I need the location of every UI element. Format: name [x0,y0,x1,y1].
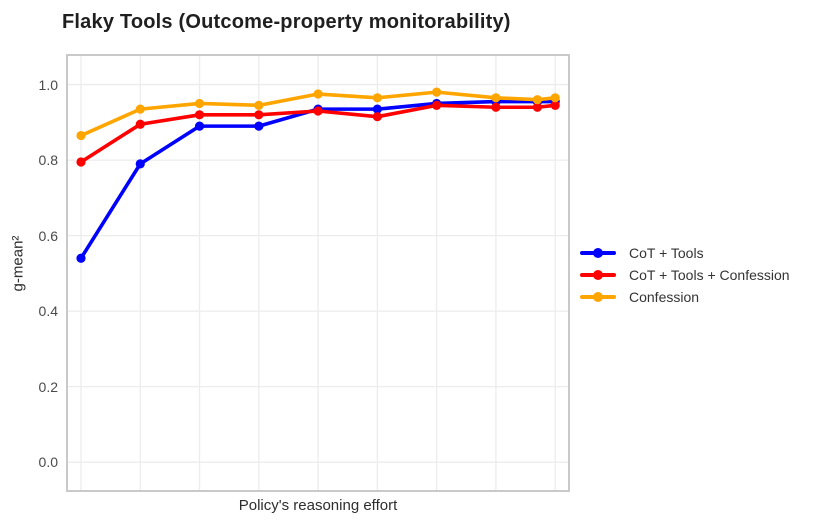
data-point [313,106,323,116]
data-point [254,110,264,120]
legend-swatch [580,248,616,258]
series-line-0 [79,99,557,261]
data-point [372,93,382,103]
legend-item: CoT + Tools + Confession [580,264,790,286]
legend: CoT + Tools CoT + Tools + Confession Confe… [580,242,790,308]
data-point [432,87,442,97]
chart-svg [66,54,570,492]
series-line-1 [79,103,557,164]
y-tick-label: 0.0 [38,454,58,471]
y-tick-label: 0.8 [38,152,58,169]
y-tick-label: 0.2 [38,378,58,395]
legend-label: Confession [629,289,700,305]
legend-item: Confession [580,286,790,308]
data-point [372,112,382,122]
data-point [550,93,560,103]
x-axis-label: Policy's reasoning effort [238,497,398,514]
plot-panel [66,54,570,492]
data-point [550,100,560,110]
legend-dot [593,292,603,302]
legend-item: CoT + Tools [580,242,790,264]
data-point [135,104,145,114]
data-point [254,100,264,110]
data-point [76,253,86,263]
data-point [491,93,501,103]
data-point [532,102,542,112]
data-point [254,121,264,131]
data-point [76,130,86,141]
panel-border [66,54,570,492]
data-point [532,95,542,105]
y-tick-label: 1.0 [38,76,58,93]
legend-swatch [580,292,616,302]
data-point [313,89,323,99]
y-tick-label: 0.4 [38,303,58,320]
legend-label: CoT + Tools [629,245,704,261]
chart-title: Flaky Tools (Outcome-property monitorabi… [62,11,511,33]
data-point [491,102,501,112]
data-point [194,121,205,131]
series-line-2 [79,90,557,138]
data-point [135,119,145,129]
y-tick-label: 0.6 [38,227,58,244]
data-point [135,159,145,169]
legend-dot [593,248,603,258]
legend-dot [593,270,603,280]
data-point [372,104,382,114]
data-point [194,98,205,109]
data-point [432,100,442,110]
data-point [76,157,86,167]
legend-swatch [580,270,616,280]
legend-label: CoT + Tools + Confession [629,267,790,283]
data-point [194,110,205,120]
